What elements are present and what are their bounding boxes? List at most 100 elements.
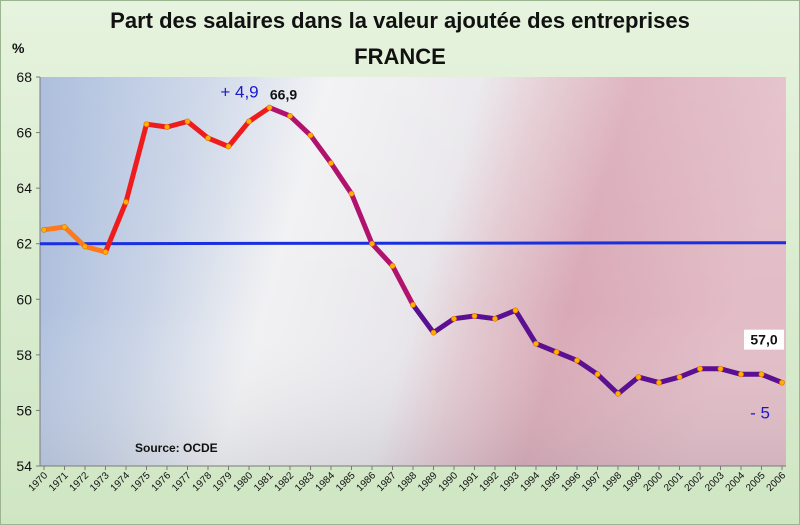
- x-tick-label: 2004: [724, 470, 748, 494]
- data-point: [635, 374, 642, 380]
- data-point: [184, 118, 191, 125]
- y-tick-label: 60: [16, 291, 32, 307]
- data-point: [307, 132, 314, 139]
- y-tick-label: 66: [16, 125, 32, 141]
- data-point: [553, 349, 560, 355]
- data-point: [82, 243, 88, 250]
- x-tick-label: 2002: [683, 470, 707, 494]
- annotation-label: 57,0: [750, 332, 777, 348]
- chart-title: Part des salaires dans la valeur ajoutée…: [110, 8, 690, 33]
- data-point: [164, 124, 170, 130]
- data-point: [656, 379, 662, 386]
- x-tick-label: 1978: [191, 470, 215, 494]
- data-point: [123, 199, 129, 205]
- x-tick-label: 1999: [621, 470, 645, 494]
- data-point: [471, 313, 478, 319]
- x-tick-label: 1975: [129, 470, 153, 494]
- data-point: [410, 301, 416, 308]
- x-tick-label: 1973: [88, 470, 112, 494]
- marker-group: [41, 104, 785, 397]
- x-tick-label: 1994: [519, 470, 543, 494]
- y-tick-label: 56: [16, 402, 32, 418]
- x-tick-label: 2001: [662, 470, 686, 494]
- plot-area-shading: [40, 77, 786, 466]
- x-tick-label: 1985: [334, 470, 358, 494]
- x-axis: 1970197119721973197419751976197719781979…: [27, 465, 789, 494]
- data-point: [246, 118, 252, 125]
- data-point: [266, 104, 273, 111]
- data-point: [430, 329, 437, 336]
- reference-line: [39, 241, 787, 246]
- x-tick-label: 1972: [68, 470, 92, 494]
- data-point: [676, 374, 683, 380]
- y-tick-label: 68: [16, 69, 32, 85]
- annotation-label: 66,9: [270, 87, 297, 103]
- x-tick-label: 1995: [539, 470, 563, 494]
- data-point: [225, 143, 232, 150]
- annotation-box: [744, 329, 784, 350]
- annotation-group: + 4,9 66,9 57,0 - 5: [220, 83, 784, 423]
- x-tick-label: 2000: [642, 470, 666, 494]
- x-tick-label: 1996: [560, 470, 584, 494]
- x-tick-label: 1979: [211, 470, 235, 494]
- data-point: [348, 190, 355, 197]
- data-point: [389, 263, 396, 269]
- x-tick-label: 1976: [150, 470, 174, 494]
- data-point: [779, 379, 785, 386]
- data-point: [61, 224, 68, 230]
- y-tick-label: 64: [16, 180, 32, 196]
- series-line-segment: [267, 105, 416, 308]
- x-tick-label: 1990: [437, 470, 461, 494]
- data-point: [492, 315, 498, 322]
- chart-subtitle: FRANCE: [354, 44, 446, 69]
- data-point: [594, 371, 601, 378]
- data-point: [205, 135, 211, 142]
- x-tick-label: 1989: [416, 470, 440, 494]
- data-point: [738, 371, 744, 378]
- y-axis-unit-label: %: [12, 40, 25, 56]
- x-tick-label: 1984: [314, 470, 338, 494]
- y-tick-label: 62: [16, 236, 32, 252]
- series-line-segment: [41, 224, 108, 255]
- data-point: [41, 226, 47, 233]
- x-tick-label: 1980: [232, 470, 256, 494]
- x-tick-label: 1987: [375, 470, 399, 494]
- annotation-label: - 5: [750, 404, 770, 423]
- data-point: [615, 390, 621, 397]
- x-tick-label: 2006: [765, 470, 789, 494]
- x-tick-label: 1981: [252, 470, 276, 494]
- data-point: [102, 249, 109, 255]
- data-point: [717, 365, 724, 372]
- data-point: [574, 357, 580, 364]
- data-point: [451, 315, 457, 322]
- data-point: [512, 307, 519, 314]
- data-point: [758, 371, 765, 378]
- x-tick-label: 1977: [170, 470, 194, 494]
- x-tick-label: 1983: [293, 470, 317, 494]
- y-tick-label: 58: [16, 347, 32, 363]
- data-point: [143, 121, 150, 128]
- data-point: [533, 340, 539, 347]
- x-tick-label: 2003: [703, 470, 727, 494]
- x-tick-label: 1993: [498, 470, 522, 494]
- x-tick-label: 1992: [478, 470, 502, 494]
- data-point: [697, 365, 703, 372]
- x-tick-label: 1988: [396, 470, 420, 494]
- y-axis: 54 56 58 60 62 64 66 68: [16, 69, 41, 474]
- x-tick-label: 1998: [601, 470, 625, 494]
- source-note: Source: OCDE: [135, 441, 218, 455]
- x-tick-label: 2005: [744, 470, 768, 494]
- x-tick-label: 1991: [457, 470, 481, 494]
- data-point: [287, 113, 293, 119]
- annotation-label: + 4,9: [220, 83, 258, 102]
- x-tick-label: 1971: [47, 470, 71, 494]
- x-tick-label: 1986: [355, 470, 379, 494]
- reference-line-group: [39, 241, 787, 246]
- x-tick-label: 1974: [109, 470, 133, 494]
- x-tick-label: 1982: [273, 470, 297, 494]
- y-tick-label: 54: [16, 458, 32, 474]
- data-point: [328, 160, 334, 167]
- x-tick-label: 1997: [580, 470, 604, 494]
- data-point: [369, 240, 375, 247]
